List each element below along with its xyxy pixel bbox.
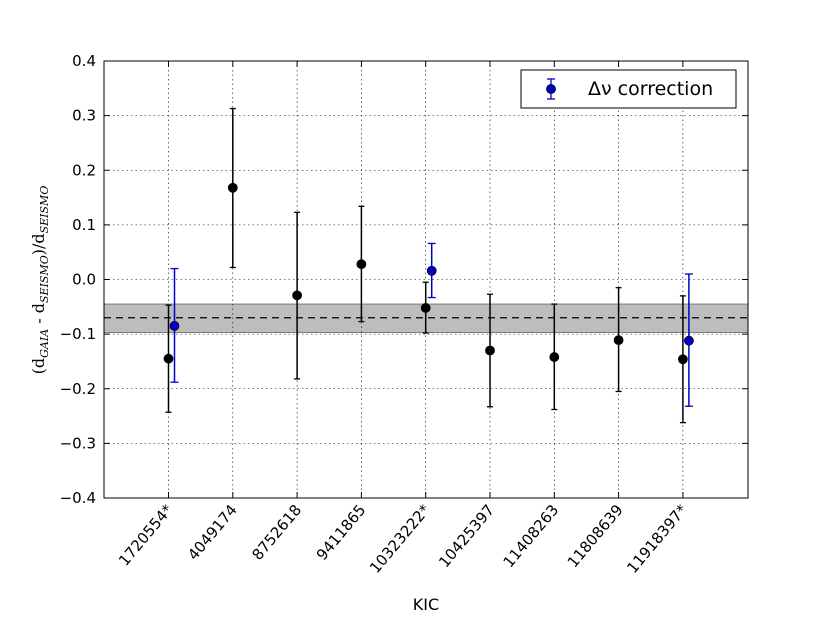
y-tick-label: −0.4 [60,489,96,507]
legend: Δν correction [520,69,737,109]
correction-point [684,335,694,346]
data-point [678,354,688,365]
y-tick-label: −0.1 [60,325,96,343]
y-tick-label: 0.4 [72,52,96,70]
legend-label: Δν correction [588,78,713,100]
x-tick-label: 11408263 [499,501,562,571]
correction-point [169,321,180,331]
data-point [227,182,238,193]
y-tick-label: 0.0 [72,271,96,289]
plot-background [104,61,748,498]
x-tick-label: 11918397* [623,501,691,577]
x-tick-label: 9411865 [313,501,370,564]
y-tick-label: 0.2 [72,161,96,179]
x-tick-label: 1720554* [115,501,177,570]
y-tick-label: 0.3 [72,107,96,125]
y-tick-label: 0.1 [72,216,96,234]
y-tick-label: −0.3 [60,434,96,452]
correction-point [426,265,437,276]
data-point [292,290,303,301]
x-tick-label: 4049174 [184,501,241,564]
x-tick-label: 10323222* [366,501,434,577]
data-point [420,303,431,313]
legend-box [520,69,737,109]
data-point [549,352,560,362]
data-point [163,353,174,364]
legend-marker [546,84,556,94]
x-tick-label: 8752618 [248,501,305,564]
data-point [356,259,367,270]
x-tick-label: 11808639 [564,501,627,571]
data-point [613,335,624,346]
data-point [485,345,495,356]
y-axis-label: (dGAIA - dSEISMO)/dSEISMO [29,186,51,375]
y-tick-label: −0.2 [60,380,96,398]
x-axis-label: KIC [413,595,439,614]
x-tick-label: 10425397 [435,501,498,571]
